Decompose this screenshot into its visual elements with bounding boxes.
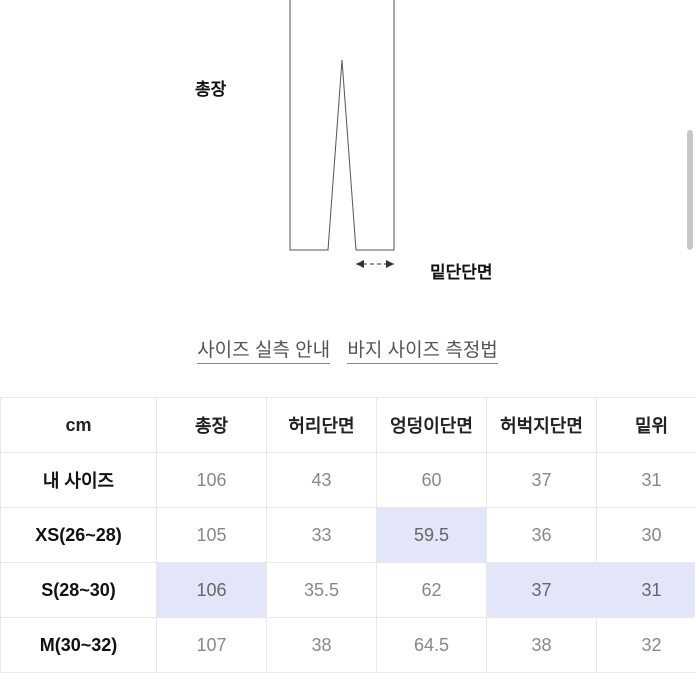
label-bottom-width: 밑단단면 bbox=[430, 258, 493, 283]
pants-outline-svg bbox=[270, 0, 430, 290]
col-hip: 엉덩이단면 bbox=[377, 398, 487, 453]
table-row: M(30~32)1073864.53832 bbox=[1, 618, 695, 673]
table-row: 내 사이즈10643603731 bbox=[1, 453, 695, 508]
page-root: 총장 밑단단면 사이즈 실측 안내 바지 사이즈 측정법 cm 총장 허리단면 … bbox=[0, 0, 695, 695]
size-cell: 64.5 bbox=[377, 618, 487, 673]
size-cell: 31 bbox=[597, 453, 695, 508]
size-cell: 37 bbox=[487, 563, 597, 618]
col-unit: cm bbox=[1, 398, 157, 453]
table-row: XS(26~28)1053359.53630 bbox=[1, 508, 695, 563]
size-cell: 62 bbox=[377, 563, 487, 618]
size-cell: 107 bbox=[157, 618, 267, 673]
size-cell: 32 bbox=[597, 618, 695, 673]
size-table: cm 총장 허리단면 엉덩이단면 허벅지단면 밑위 내 사이즈106436037… bbox=[0, 397, 695, 673]
size-cell: 38 bbox=[267, 618, 377, 673]
col-thigh: 허벅지단면 bbox=[487, 398, 597, 453]
col-waist: 허리단면 bbox=[267, 398, 377, 453]
help-links: 사이즈 실측 안내 바지 사이즈 측정법 bbox=[0, 310, 695, 397]
size-cell: 60 bbox=[377, 453, 487, 508]
size-cell: 106 bbox=[157, 563, 267, 618]
size-table-wrap: cm 총장 허리단면 엉덩이단면 허벅지단면 밑위 내 사이즈106436037… bbox=[0, 397, 695, 673]
size-cell: 59.5 bbox=[377, 508, 487, 563]
size-cell: 37 bbox=[487, 453, 597, 508]
size-cell: 38 bbox=[487, 618, 597, 673]
size-cell: 30 bbox=[597, 508, 695, 563]
size-cell: 43 bbox=[267, 453, 377, 508]
row-label: 내 사이즈 bbox=[1, 453, 157, 508]
label-total-length: 총장 bbox=[195, 75, 226, 100]
col-rise: 밑위 bbox=[597, 398, 695, 453]
row-label: XS(26~28) bbox=[1, 508, 157, 563]
row-label: S(28~30) bbox=[1, 563, 157, 618]
table-header-row: cm 총장 허리단면 엉덩이단면 허벅지단면 밑위 bbox=[1, 398, 695, 453]
size-cell: 31 bbox=[597, 563, 695, 618]
size-guide-link[interactable]: 사이즈 실측 안내 bbox=[197, 340, 330, 364]
measure-guide-link[interactable]: 바지 사이즈 측정법 bbox=[347, 340, 497, 364]
col-total: 총장 bbox=[157, 398, 267, 453]
size-cell: 35.5 bbox=[267, 563, 377, 618]
size-cell: 106 bbox=[157, 453, 267, 508]
table-row: S(28~30)10635.5623731 bbox=[1, 563, 695, 618]
size-diagram: 총장 밑단단면 bbox=[0, 0, 695, 310]
size-cell: 33 bbox=[267, 508, 377, 563]
row-label: M(30~32) bbox=[1, 618, 157, 673]
size-cell: 105 bbox=[157, 508, 267, 563]
scrollbar-thumb[interactable] bbox=[687, 130, 693, 250]
size-cell: 36 bbox=[487, 508, 597, 563]
